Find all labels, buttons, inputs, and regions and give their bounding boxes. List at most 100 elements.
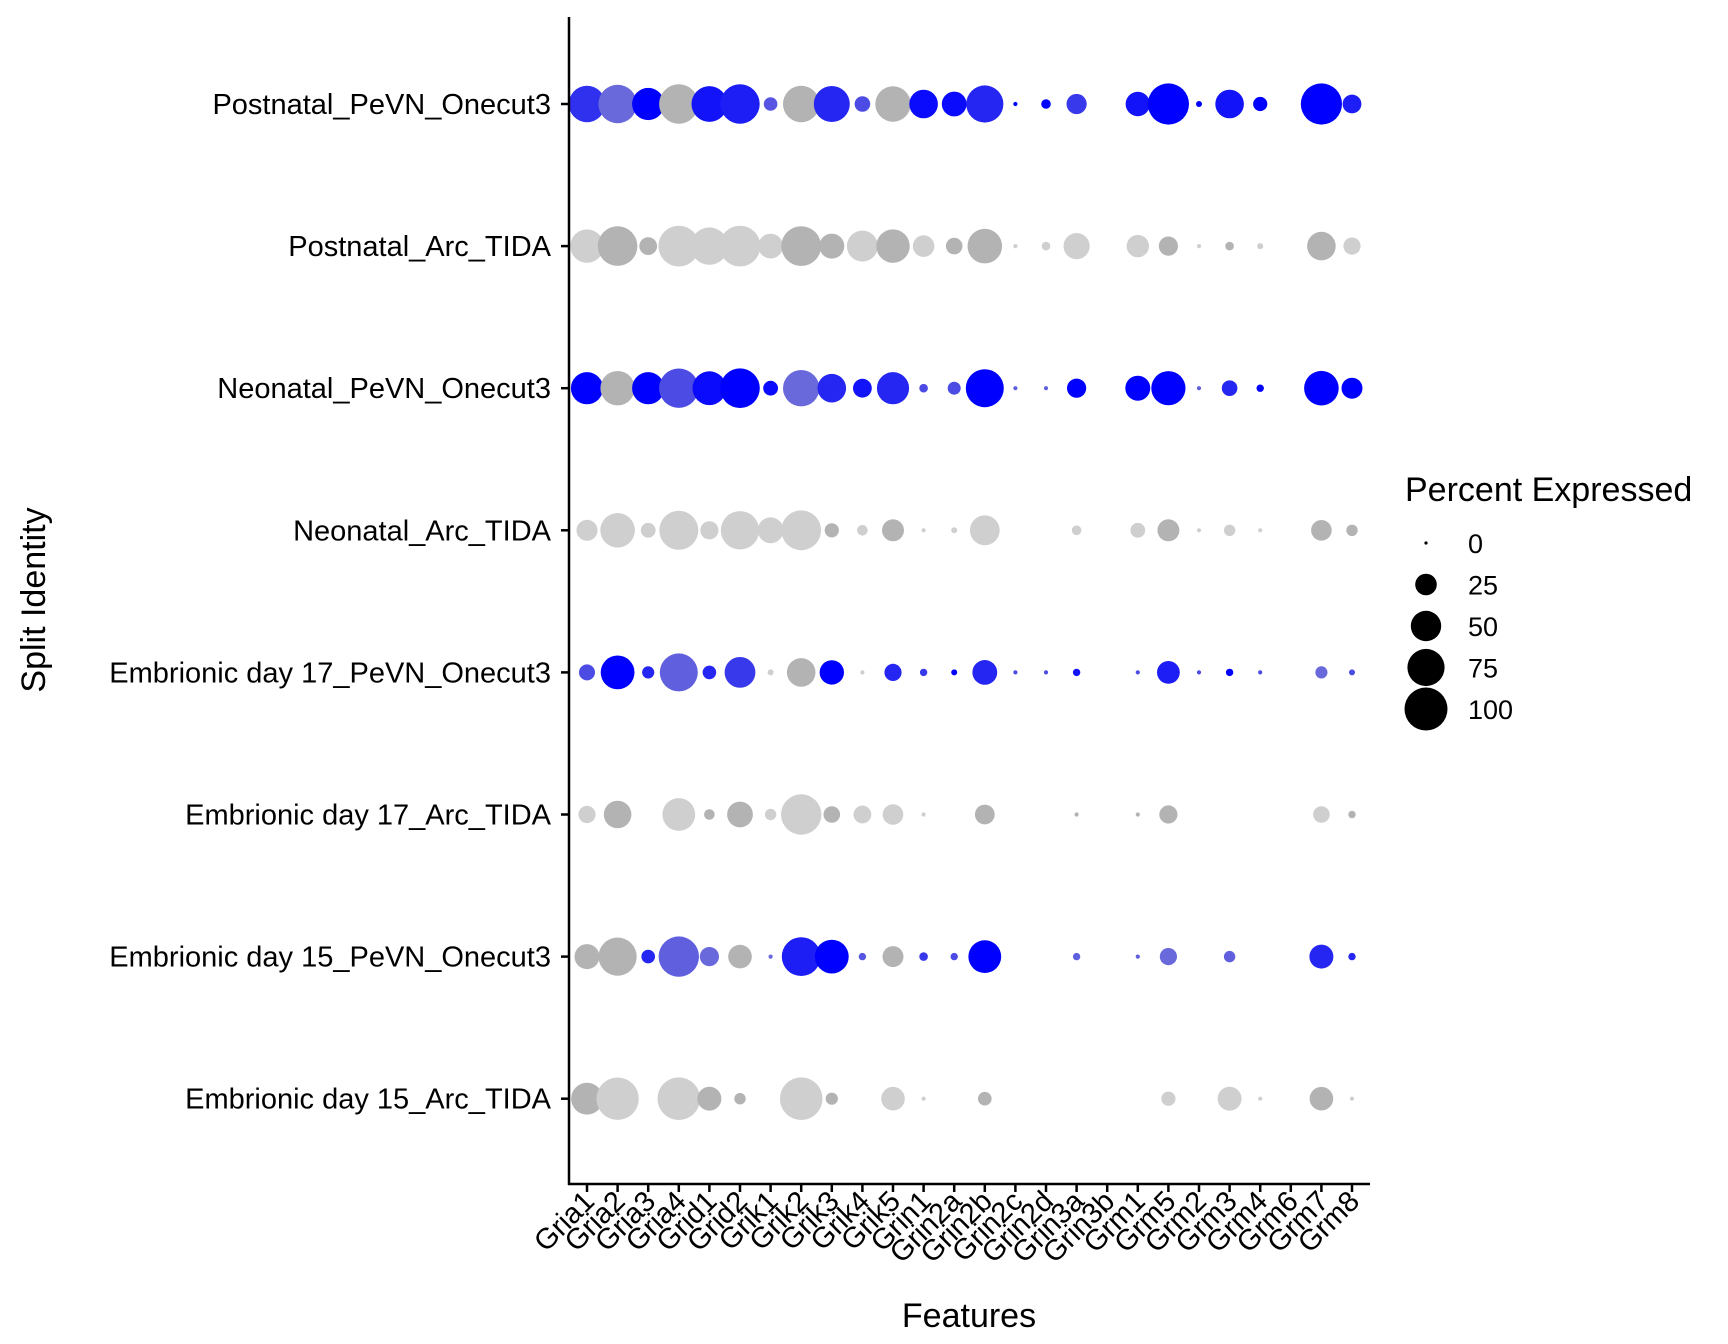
dot <box>1217 1086 1242 1111</box>
dot <box>720 368 760 409</box>
dot <box>781 937 821 976</box>
dot <box>600 513 635 548</box>
dot <box>763 97 778 111</box>
dot <box>768 954 773 959</box>
dot <box>1309 944 1334 969</box>
dot <box>919 668 928 677</box>
dot <box>951 669 958 676</box>
legend-dot <box>1424 541 1428 545</box>
dot <box>947 381 961 395</box>
dot-row <box>570 368 1363 409</box>
dot-row <box>570 225 1361 267</box>
dot <box>819 233 845 259</box>
dot <box>921 812 926 817</box>
dot <box>1071 525 1082 536</box>
dot <box>767 669 774 676</box>
dot <box>919 952 928 961</box>
y-tick-label: Postnatal_PeVN_Onecut3 <box>212 89 551 121</box>
dot <box>921 528 926 533</box>
dot <box>764 808 777 821</box>
dot <box>1196 528 1202 533</box>
dot <box>757 517 784 544</box>
dot <box>1151 371 1186 406</box>
y-tick-label: Embrionic day 15_Arc_TIDA <box>185 1084 552 1116</box>
dot <box>876 372 910 405</box>
dot <box>659 510 699 550</box>
dot <box>875 86 911 122</box>
y-axis-title: Split Identity <box>15 507 53 692</box>
dot <box>596 1077 639 1120</box>
dot <box>969 515 1000 546</box>
legend-title: Percent Expressed <box>1405 471 1692 509</box>
dot <box>1196 101 1202 107</box>
dot <box>658 225 700 267</box>
dot <box>966 85 1004 123</box>
dot <box>1074 812 1079 817</box>
dot <box>640 522 656 538</box>
y-tick-label: Postnatal_Arc_TIDA <box>288 231 551 263</box>
dot <box>1013 244 1018 249</box>
dot <box>579 664 595 681</box>
dot <box>1258 1096 1263 1101</box>
dot <box>570 372 604 405</box>
dot-row <box>568 83 1362 125</box>
dot <box>1196 670 1202 675</box>
dot <box>632 372 665 405</box>
dot <box>1072 668 1081 677</box>
dot-row <box>571 1077 1355 1120</box>
dot <box>1159 805 1178 824</box>
dot <box>919 383 928 393</box>
dot <box>574 944 600 970</box>
dot <box>1126 234 1150 258</box>
dot <box>659 653 698 692</box>
dot <box>823 806 841 823</box>
dot <box>853 805 872 824</box>
dot <box>568 85 606 123</box>
y-tick-label: Embrionic day 17_Arc_TIDA <box>185 800 552 832</box>
dot <box>824 523 839 538</box>
dot <box>1157 661 1180 684</box>
dot <box>1125 91 1151 117</box>
x-axis-ticks: Gria1Gria2Gria3Gria4Grid1Grid2Grik1Grik2… <box>528 1184 1366 1270</box>
dot <box>951 527 958 534</box>
dot <box>1041 99 1051 109</box>
dot <box>1013 670 1018 675</box>
dot <box>846 230 878 262</box>
dot <box>945 237 963 255</box>
dot <box>1253 96 1268 112</box>
dot <box>1157 519 1180 542</box>
dot <box>734 1093 746 1105</box>
dot-row <box>579 653 1355 692</box>
dot <box>597 226 638 266</box>
dot <box>853 378 872 398</box>
dot <box>576 519 598 541</box>
dot <box>1125 375 1151 401</box>
dot <box>692 371 727 406</box>
dot <box>909 89 938 119</box>
dot <box>1349 669 1355 676</box>
dot <box>781 510 822 551</box>
dot <box>1066 93 1087 115</box>
dot <box>882 946 904 968</box>
plot-area <box>568 83 1363 1120</box>
dot <box>1257 243 1264 250</box>
dot <box>1223 950 1236 963</box>
dot <box>719 225 761 267</box>
dot <box>825 1092 838 1105</box>
dot <box>786 658 816 687</box>
dot <box>1161 1091 1176 1106</box>
dot <box>819 660 844 685</box>
dot <box>1307 231 1336 261</box>
dot <box>658 936 699 977</box>
dot <box>578 805 596 824</box>
dot <box>728 944 752 969</box>
dot <box>571 1082 603 1115</box>
y-tick-label: Neonatal_PeVN_Onecut3 <box>217 373 551 405</box>
dot <box>720 84 760 124</box>
dot <box>876 229 910 263</box>
dot <box>657 1077 701 1120</box>
y-tick-label: Embrionic day 15_PeVN_Onecut3 <box>109 942 551 974</box>
dot <box>659 84 699 124</box>
dot <box>1315 666 1328 679</box>
